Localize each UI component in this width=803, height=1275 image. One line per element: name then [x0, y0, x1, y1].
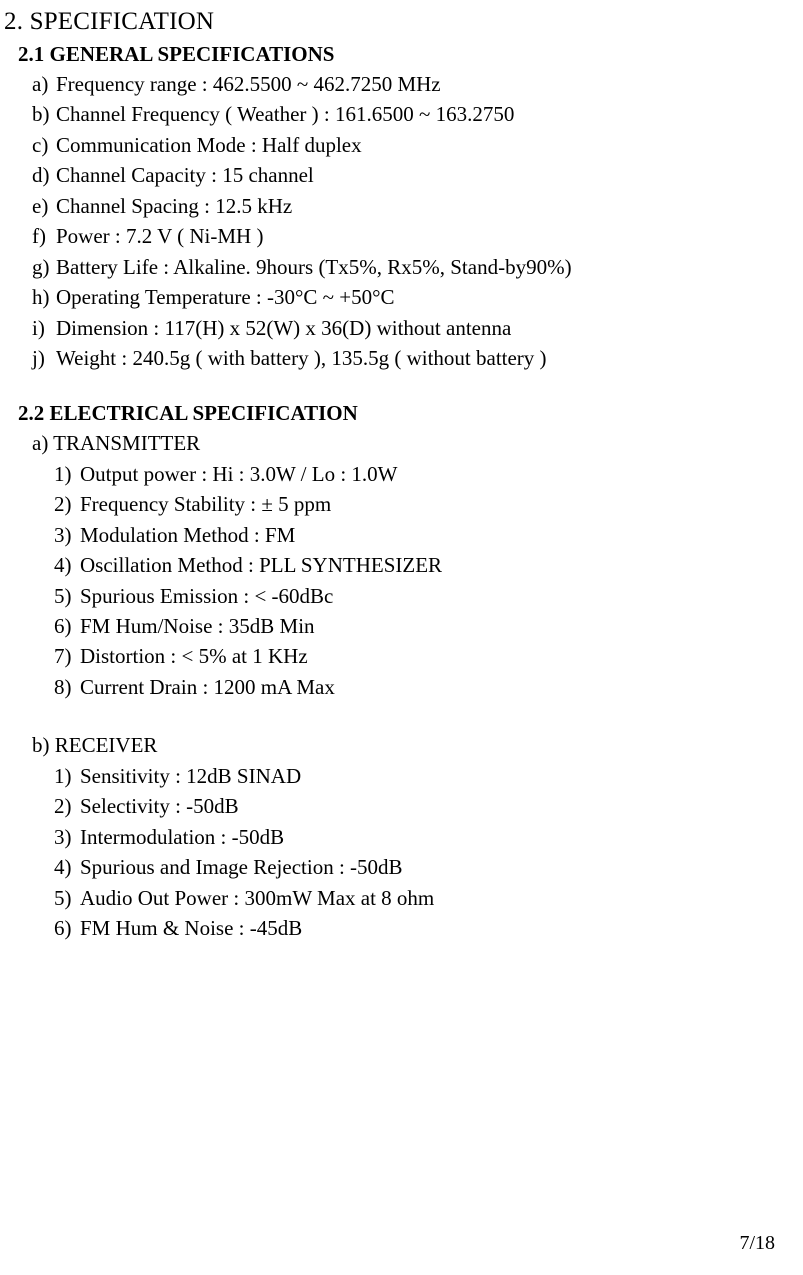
list-item: 5)Spurious Emission : < -60dBc	[54, 581, 803, 611]
item-marker: 2)	[54, 791, 80, 821]
item-text: Spurious Emission : < -60dBc	[80, 581, 333, 611]
list-item: c)Communication Mode : Half duplex	[32, 130, 803, 160]
list-item: 5)Audio Out Power : 300mW Max at 8 ohm	[54, 883, 803, 913]
item-marker: 2)	[54, 489, 80, 519]
receiver-spec-list: 1)Sensitivity : 12dB SINAD 2)Selectivity…	[0, 761, 803, 944]
item-marker: 6)	[54, 913, 80, 943]
item-text: Sensitivity : 12dB SINAD	[80, 761, 301, 791]
item-marker: i)	[32, 313, 56, 343]
item-text: Selectivity : -50dB	[80, 791, 239, 821]
item-marker: 1)	[54, 459, 80, 489]
item-text: Modulation Method : FM	[80, 520, 295, 550]
list-item: g)Battery Life : Alkaline. 9hours (Tx5%,…	[32, 252, 803, 282]
item-text: Output power : Hi : 3.0W / Lo : 1.0W	[80, 459, 398, 489]
item-marker: 1)	[54, 761, 80, 791]
item-marker: j)	[32, 343, 56, 373]
list-item: h)Operating Temperature : -30°C ~ +50°C	[32, 282, 803, 312]
list-item: e)Channel Spacing : 12.5 kHz	[32, 191, 803, 221]
item-text: Spurious and Image Rejection : -50dB	[80, 852, 403, 882]
list-item: 8)Current Drain : 1200 mA Max	[54, 672, 803, 702]
item-marker: d)	[32, 160, 56, 190]
list-item: d)Channel Capacity : 15 channel	[32, 160, 803, 190]
item-marker: 6)	[54, 611, 80, 641]
list-item: 4)Spurious and Image Rejection : -50dB	[54, 852, 803, 882]
list-item: 3)Intermodulation : -50dB	[54, 822, 803, 852]
item-text: FM Hum/Noise : 35dB Min	[80, 611, 315, 641]
list-item: b)Channel Frequency ( Weather ) : 161.65…	[32, 99, 803, 129]
item-marker: c)	[32, 130, 56, 160]
subsection-2-1-title: 2.1 GENERAL SPECIFICATIONS	[18, 42, 803, 67]
item-text: Weight : 240.5g ( with battery ), 135.5g…	[56, 343, 547, 373]
list-item: f)Power : 7.2 V ( Ni-MH )	[32, 221, 803, 251]
list-item: 3)Modulation Method : FM	[54, 520, 803, 550]
list-item: 2)Selectivity : -50dB	[54, 791, 803, 821]
transmitter-header: a) TRANSMITTER	[32, 428, 803, 458]
list-item: 7)Distortion : < 5% at 1 KHz	[54, 641, 803, 671]
list-item: i)Dimension : 117(H) x 52(W) x 36(D) wit…	[32, 313, 803, 343]
transmitter-spec-list: 1)Output power : Hi : 3.0W / Lo : 1.0W 2…	[0, 459, 803, 703]
list-item: 4)Oscillation Method : PLL SYNTHESIZER	[54, 550, 803, 580]
item-marker: 5)	[54, 883, 80, 913]
specification-page: 2. SPECIFICATION 2.1 GENERAL SPECIFICATI…	[0, 0, 803, 943]
item-text: Current Drain : 1200 mA Max	[80, 672, 335, 702]
item-text: Battery Life : Alkaline. 9hours (Tx5%, R…	[56, 252, 572, 282]
item-text: Channel Frequency ( Weather ) : 161.6500…	[56, 99, 514, 129]
item-marker: 7)	[54, 641, 80, 671]
item-text: Power : 7.2 V ( Ni-MH )	[56, 221, 263, 251]
subsection-2-2-title: 2.2 ELECTRICAL SPECIFICATION	[18, 401, 803, 426]
item-text: Audio Out Power : 300mW Max at 8 ohm	[80, 883, 434, 913]
item-marker: a)	[32, 69, 56, 99]
item-marker: 3)	[54, 520, 80, 550]
list-item: 1)Output power : Hi : 3.0W / Lo : 1.0W	[54, 459, 803, 489]
item-marker: g)	[32, 252, 56, 282]
list-item: a)Frequency range : 462.5500 ~ 462.7250 …	[32, 69, 803, 99]
list-item: 6)FM Hum & Noise : -45dB	[54, 913, 803, 943]
general-spec-list: a)Frequency range : 462.5500 ~ 462.7250 …	[0, 69, 803, 373]
item-text: FM Hum & Noise : -45dB	[80, 913, 302, 943]
section-title: 2. SPECIFICATION	[4, 8, 803, 36]
item-text: Distortion : < 5% at 1 KHz	[80, 641, 308, 671]
item-marker: h)	[32, 282, 56, 312]
item-text: Channel Spacing : 12.5 kHz	[56, 191, 292, 221]
item-text: Intermodulation : -50dB	[80, 822, 284, 852]
list-item: 1)Sensitivity : 12dB SINAD	[54, 761, 803, 791]
item-text: Communication Mode : Half duplex	[56, 130, 362, 160]
item-text: Oscillation Method : PLL SYNTHESIZER	[80, 550, 442, 580]
item-text: Frequency range : 462.5500 ~ 462.7250 MH…	[56, 69, 441, 99]
list-item: 2)Frequency Stability : ± 5 ppm	[54, 489, 803, 519]
item-marker: 4)	[54, 550, 80, 580]
item-text: Operating Temperature : -30°C ~ +50°C	[56, 282, 394, 312]
item-text: Channel Capacity : 15 channel	[56, 160, 314, 190]
item-marker: e)	[32, 191, 56, 221]
page-number: 7/18	[739, 1232, 775, 1255]
item-marker: b)	[32, 99, 56, 129]
list-item: j)Weight : 240.5g ( with battery ), 135.…	[32, 343, 803, 373]
item-marker: 5)	[54, 581, 80, 611]
item-text: Dimension : 117(H) x 52(W) x 36(D) witho…	[56, 313, 511, 343]
item-marker: 3)	[54, 822, 80, 852]
item-marker: 4)	[54, 852, 80, 882]
item-text: Frequency Stability : ± 5 ppm	[80, 489, 331, 519]
receiver-header: b) RECEIVER	[32, 730, 803, 760]
list-item: 6)FM Hum/Noise : 35dB Min	[54, 611, 803, 641]
item-marker: f)	[32, 221, 56, 251]
item-marker: 8)	[54, 672, 80, 702]
